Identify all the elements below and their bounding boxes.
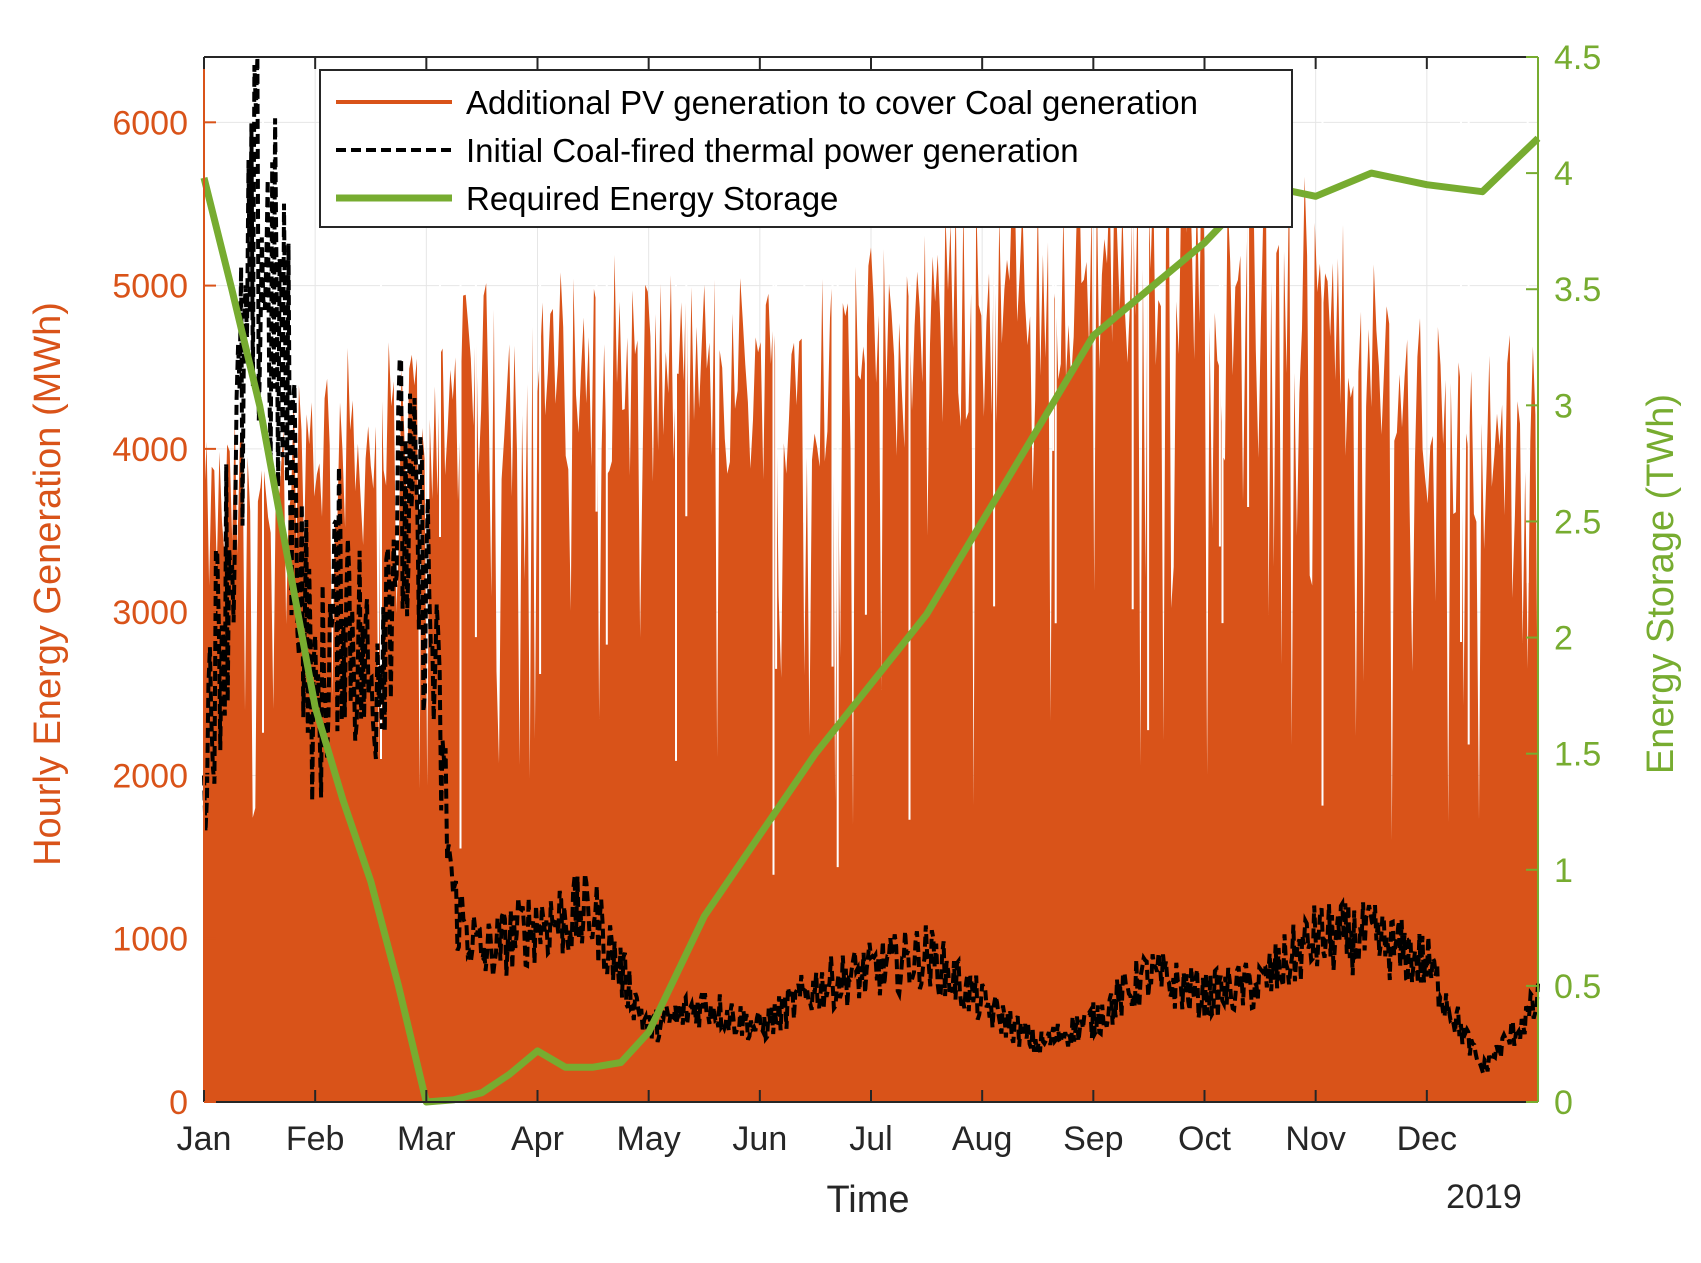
- x-year-label: 2019: [1446, 1178, 1522, 1216]
- y-left-tick-label: 3000: [112, 594, 188, 632]
- x-tick-label: Dec: [1397, 1120, 1457, 1158]
- x-tick-label: Sep: [1063, 1120, 1124, 1158]
- pv-generation-area: [204, 117, 1538, 1103]
- y-left-tick-label: 4000: [112, 431, 188, 469]
- x-axis-label: Time: [826, 1179, 909, 1221]
- y-left-tick-label: 0: [169, 1084, 188, 1122]
- y-axis-left-label: Hourly Energy Generation (MWh): [27, 302, 69, 866]
- x-tick-label: May: [617, 1120, 681, 1158]
- x-tick-label: Jul: [849, 1120, 892, 1158]
- coal-generation-line: [202, 56, 1540, 1075]
- x-tick-label: Nov: [1285, 1120, 1345, 1158]
- y-left-tick-label: 6000: [112, 104, 188, 142]
- y-left-tick-label: 2000: [112, 757, 188, 795]
- x-tick-label: Aug: [952, 1120, 1013, 1158]
- legend-pv-label: Additional PV generation to cover Coal g…: [466, 84, 1198, 121]
- y-right-tick-label: 3: [1554, 387, 1573, 425]
- legend-box: [319, 69, 1293, 228]
- y-left-tick-label: 5000: [112, 268, 188, 306]
- y-right-tick-label: 4.5: [1554, 39, 1601, 77]
- y-right-tick-label: 3.5: [1554, 271, 1601, 309]
- legend: Additional PV generation to cover Coal g…: [319, 69, 1293, 228]
- x-tick-label: Oct: [1178, 1120, 1231, 1158]
- axes: [203, 56, 1539, 1103]
- pv-area-layer: [204, 57, 1538, 1103]
- y-right-tick-label: 2: [1554, 620, 1573, 658]
- y-left-tick-label: 1000: [112, 921, 188, 959]
- x-tick-label: Feb: [286, 1120, 345, 1158]
- y-right-tick-label: 1: [1554, 852, 1573, 890]
- pv-generation-gaps: [262, 57, 1529, 875]
- x-tick-label: Jan: [177, 1120, 232, 1158]
- y-right-tick-label: 4: [1554, 155, 1573, 193]
- y-right-tick-label: 1.5: [1554, 736, 1601, 774]
- x-tick-label: Jun: [732, 1120, 787, 1158]
- y-right-tick-label: 0.5: [1554, 968, 1601, 1006]
- legend-coal-label: Initial Coal-fired thermal power generat…: [466, 132, 1079, 169]
- y-right-tick-label: 2.5: [1554, 503, 1601, 541]
- x-tick-label: Mar: [397, 1120, 456, 1158]
- tick-labels: Jan Feb Mar Apr May Jun Jul Aug Sep Oct Nov Dec0100…: [112, 39, 1601, 1158]
- x-tick-label: Apr: [511, 1120, 564, 1158]
- y-right-tick-label: 0: [1554, 1084, 1573, 1122]
- y-axis-right-label: Energy Storage (TWh): [1640, 394, 1682, 774]
- legend-storage-label: Required Energy Storage: [466, 180, 838, 217]
